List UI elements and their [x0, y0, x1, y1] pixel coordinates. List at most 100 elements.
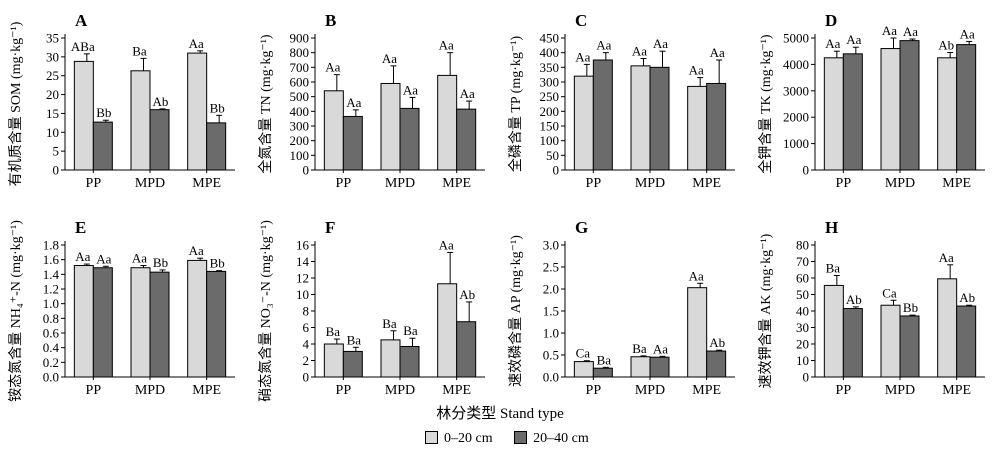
panel-letter: F [325, 218, 335, 237]
y-tick-label: 300 [290, 119, 310, 134]
y-tick-label: 0 [303, 163, 310, 178]
y-tick-label: 0.6 [43, 326, 60, 341]
data-label: Aa [960, 26, 975, 41]
x-tick-label: MPE [442, 383, 471, 398]
data-label: Ba [347, 332, 362, 347]
data-label: Ab [846, 292, 862, 307]
y-tick-label: 50 [546, 148, 559, 163]
data-label: Aa [96, 251, 111, 266]
y-tick-label: 150 [540, 119, 560, 134]
data-label: Ab [153, 94, 169, 109]
panel-letter: B [325, 11, 336, 30]
y-axis-label: 硝态氮含量 NO₃⁻-N (mg·kg⁻¹) [258, 220, 274, 402]
y-tick-label: 6 [303, 320, 310, 335]
x-tick-label: PP [836, 176, 852, 191]
data-label: Ba [382, 316, 397, 331]
data-label: Aa [132, 251, 147, 266]
y-axis-label: 有机质含量 SOM (mg·kg⁻¹) [8, 21, 24, 186]
x-tick-label: MPE [192, 383, 221, 398]
bar [649, 356, 670, 378]
y-tick-label: 8 [303, 304, 310, 319]
y-tick-label: 70 [796, 254, 809, 269]
bar [899, 40, 920, 171]
data-label: Ca [576, 346, 591, 361]
data-label: Aa [653, 36, 668, 51]
y-tick-label: 10 [46, 125, 59, 140]
data-label: Aa [325, 60, 340, 75]
legend-label-0-20: 0–20 cm [444, 431, 493, 446]
data-label: Aa [825, 36, 840, 51]
bar [956, 44, 977, 171]
bar [206, 270, 227, 378]
bar [456, 108, 477, 171]
bar [573, 361, 594, 378]
data-label: Ab [959, 290, 975, 305]
x-tick-label: MPD [635, 176, 665, 191]
data-label: Bb [210, 100, 225, 115]
y-tick-label: 900 [290, 31, 310, 46]
bar [842, 53, 863, 171]
bar [206, 122, 227, 171]
data-label: Aa [439, 38, 454, 53]
y-tick-label: 700 [290, 60, 310, 75]
panel-a: A 有机质含量 SOM (mg·kg⁻¹) 0 5 10 15 20 25 30 35 PP ABa B… [8, 11, 235, 191]
data-label: Ca [882, 285, 897, 300]
y-tick-label: 10 [796, 353, 809, 368]
bar [92, 121, 113, 171]
y-axis-label: 全磷含量 TP (mg·kg⁻¹) [507, 36, 524, 173]
panel-letter: C [575, 11, 587, 30]
y-tick-label: 3.0 [543, 238, 559, 253]
bar [149, 271, 170, 378]
x-tick-label: MPE [442, 176, 471, 191]
data-label: Aa [632, 44, 647, 59]
data-label: Aa [575, 49, 590, 64]
x-tick-label: PP [586, 176, 602, 191]
y-tick-label: 3000 [783, 83, 809, 98]
data-label: Aa [882, 23, 897, 38]
y-tick-label: 1000 [783, 136, 809, 151]
x-tick-label: PP [86, 383, 102, 398]
data-label: Ba [632, 341, 647, 356]
y-tick-label: 1.2 [43, 282, 59, 297]
y-tick-label: 0 [553, 163, 560, 178]
legend-swatch-0-20 [425, 431, 438, 445]
bar [323, 90, 344, 171]
y-tick-label: 14 [296, 254, 310, 269]
bar [130, 267, 151, 378]
y-tick-label: 40 [796, 304, 809, 319]
y-axis-label: 全氮含量 TN (mg·kg⁻¹) [257, 34, 274, 173]
bar [187, 52, 208, 171]
bar [592, 367, 613, 378]
data-label: Bb [153, 255, 168, 270]
data-label: Bb [210, 256, 225, 271]
bar [149, 109, 170, 171]
bar [937, 57, 958, 171]
y-tick-label: 0.0 [43, 370, 59, 385]
data-label: Ba [326, 324, 341, 339]
x-tick-label: MPE [942, 176, 971, 191]
y-tick-label: 30 [796, 320, 809, 335]
y-tick-label: 15 [46, 106, 59, 121]
bar [187, 259, 208, 378]
y-tick-label: 1.0 [43, 296, 59, 311]
bar [823, 284, 844, 378]
data-label: ABa [71, 39, 95, 54]
data-label: Aa [846, 32, 861, 47]
data-label: Ba [826, 261, 841, 276]
data-label: Aa [403, 82, 418, 97]
y-tick-label: 20 [796, 337, 809, 352]
data-label: Aa [689, 268, 704, 283]
bar [380, 339, 401, 378]
panel-d: D 全钾含量 TK (mg·kg⁻¹) 0 1000 2000 3000 4000 5000 P… [757, 11, 985, 191]
bar [899, 315, 920, 378]
y-tick-label: 400 [290, 104, 310, 119]
panel-letter: G [575, 218, 588, 237]
data-label: Aa [75, 249, 90, 264]
data-label: Aa [439, 237, 454, 252]
y-tick-label: 2 [303, 353, 310, 368]
y-tick-label: 0.5 [543, 348, 559, 363]
y-tick-label: 16 [296, 238, 310, 253]
y-tick-label: 100 [290, 148, 310, 163]
